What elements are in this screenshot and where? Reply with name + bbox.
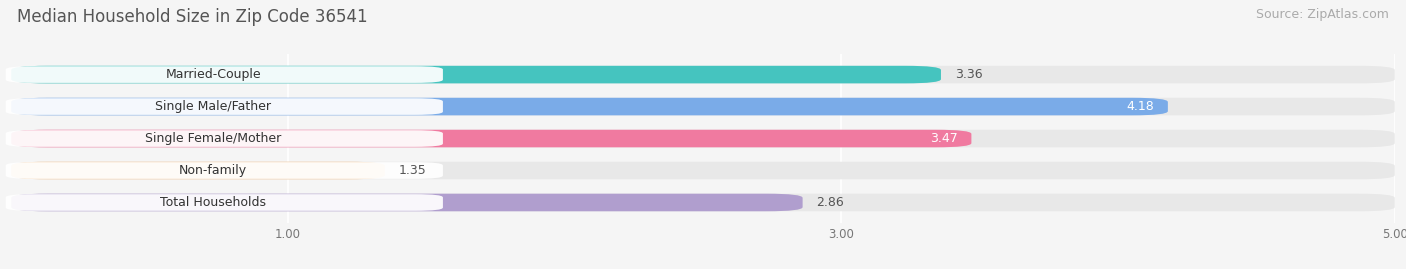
FancyBboxPatch shape xyxy=(6,66,443,83)
FancyBboxPatch shape xyxy=(11,194,803,211)
Text: Total Households: Total Households xyxy=(160,196,266,209)
FancyBboxPatch shape xyxy=(11,98,1168,115)
Text: Source: ZipAtlas.com: Source: ZipAtlas.com xyxy=(1256,8,1389,21)
Text: 4.18: 4.18 xyxy=(1126,100,1154,113)
FancyBboxPatch shape xyxy=(6,162,443,179)
FancyBboxPatch shape xyxy=(6,130,443,147)
FancyBboxPatch shape xyxy=(11,130,972,147)
Text: 3.36: 3.36 xyxy=(955,68,983,81)
FancyBboxPatch shape xyxy=(11,194,1395,211)
Text: Married-Couple: Married-Couple xyxy=(166,68,262,81)
FancyBboxPatch shape xyxy=(6,194,443,211)
Text: Single Male/Father: Single Male/Father xyxy=(155,100,271,113)
Text: 1.35: 1.35 xyxy=(399,164,426,177)
Text: 3.47: 3.47 xyxy=(929,132,957,145)
FancyBboxPatch shape xyxy=(11,98,1395,115)
Text: Median Household Size in Zip Code 36541: Median Household Size in Zip Code 36541 xyxy=(17,8,367,26)
FancyBboxPatch shape xyxy=(11,66,941,83)
FancyBboxPatch shape xyxy=(11,130,1395,147)
FancyBboxPatch shape xyxy=(11,162,1395,179)
Text: Non-family: Non-family xyxy=(179,164,247,177)
FancyBboxPatch shape xyxy=(11,162,385,179)
FancyBboxPatch shape xyxy=(6,98,443,115)
Text: Single Female/Mother: Single Female/Mother xyxy=(145,132,281,145)
Text: 2.86: 2.86 xyxy=(817,196,844,209)
FancyBboxPatch shape xyxy=(11,66,1395,83)
